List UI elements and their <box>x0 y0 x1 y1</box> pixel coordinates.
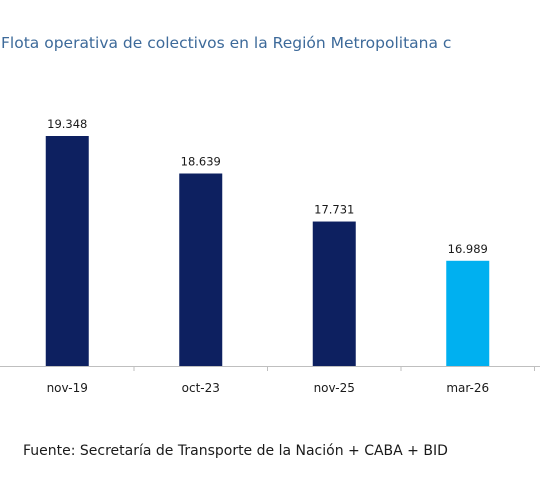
x-axis-ticks <box>133 366 535 371</box>
value-label-nov-19: 19.348 <box>47 117 87 131</box>
value-labels-group: 19.348 18.639 17.731 16.989 <box>47 117 488 256</box>
tick-label-nov-25: nov-25 <box>314 381 355 395</box>
tick-label-nov-19: nov-19 <box>47 381 88 395</box>
tick-label-oct-23: oct-23 <box>182 381 220 395</box>
bar-mar-26 <box>446 260 490 366</box>
value-label-mar-26: 16.989 <box>448 242 488 256</box>
bar-nov-19 <box>45 136 89 366</box>
bar-nov-25 <box>312 221 356 366</box>
tick-label-mar-26: mar-26 <box>446 381 489 395</box>
value-label-nov-25: 17.731 <box>314 203 354 217</box>
bars-group <box>45 136 490 366</box>
chart-title: Flota operativa de colectivos en la Regi… <box>1 34 451 52</box>
value-label-oct-23: 18.639 <box>181 155 221 169</box>
x-axis-tick-labels: nov-19 oct-23 nov-25 mar-26 <box>47 381 490 395</box>
source-note: Fuente: Secretaría de Transporte de la N… <box>23 443 448 459</box>
bar-oct-23 <box>179 173 223 366</box>
